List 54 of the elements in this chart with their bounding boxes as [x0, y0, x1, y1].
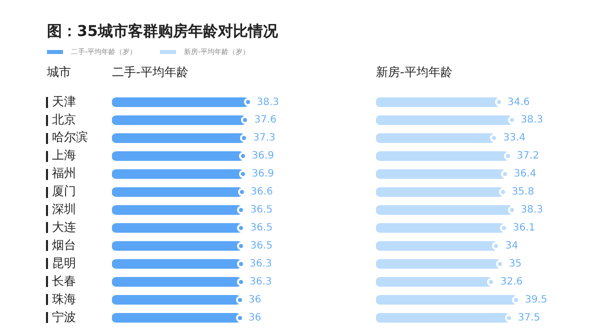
- chart-title: 图：35城市客群购房年龄对比情况: [47, 22, 278, 41]
- bar: [376, 223, 506, 233]
- data-label: 39.5: [525, 294, 548, 306]
- bar: [376, 205, 514, 215]
- data-label: 38.3: [520, 114, 543, 126]
- y-tick-label: 长春: [52, 274, 76, 288]
- bar: [376, 97, 500, 108]
- bar: [376, 295, 518, 305]
- data-label: 37.6: [254, 114, 276, 126]
- y-axis-title: 城市: [47, 64, 71, 81]
- y-tick-label: 北京: [52, 112, 76, 126]
- y-tick-label: 天津: [52, 94, 76, 108]
- data-label: 36.5: [250, 222, 273, 234]
- data-label: 36.3: [250, 258, 272, 270]
- data-label: 35.8: [512, 186, 534, 198]
- data-label: 33.4: [503, 132, 526, 144]
- bar: [376, 169, 506, 179]
- data-label: 37.5: [518, 312, 540, 324]
- data-label: 36.5: [250, 240, 273, 252]
- data-label: 36.3: [250, 276, 272, 288]
- data-label: 36: [248, 312, 262, 324]
- data-label: 37.3: [253, 132, 276, 144]
- chart-subtitle: 二手-平均年龄: [112, 64, 188, 81]
- bar: [376, 277, 493, 287]
- y-tick-label: 福州: [52, 166, 76, 180]
- data-label: 32.6: [500, 276, 523, 288]
- y-tick-label: 厦门: [52, 184, 76, 198]
- data-label: 38.3: [256, 96, 279, 108]
- data-label: 34: [505, 240, 518, 252]
- y-tick-label: 深圳: [52, 202, 76, 216]
- data-label: 34.6: [508, 96, 530, 108]
- chart-subtitle: 新房-平均年龄: [376, 64, 452, 81]
- y-tick-label: 宁波: [52, 310, 76, 324]
- bar: [376, 151, 510, 161]
- data-label: 36.9: [252, 168, 274, 180]
- y-tick-label: 珠海: [52, 292, 76, 306]
- data-label: 38.3: [520, 204, 543, 216]
- data-label: 36.9: [252, 150, 274, 162]
- y-tick-label: 上海: [52, 148, 76, 162]
- y-tick-label: 哈尔滨: [52, 130, 88, 144]
- data-label: 36.4: [514, 168, 536, 180]
- data-label: 36.5: [250, 204, 273, 216]
- data-label: 37.2: [516, 150, 540, 162]
- y-tick-label: 昆明: [52, 256, 76, 270]
- data-label: 36.1: [512, 222, 536, 234]
- data-label: 36: [248, 294, 262, 306]
- bar: [376, 115, 514, 125]
- bar: [376, 259, 502, 269]
- y-tick-label: 烟台: [52, 238, 76, 252]
- bar: [376, 187, 504, 197]
- y-tick-label: 大连: [52, 220, 76, 234]
- bar: [376, 312, 510, 323]
- data-label: 36.6: [250, 186, 273, 198]
- data-label: 35: [508, 258, 522, 270]
